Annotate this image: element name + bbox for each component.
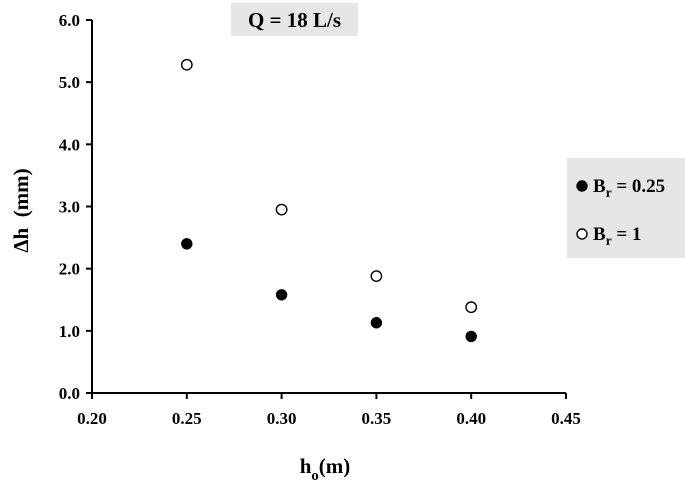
flow-rate-label: Q = 18 L/s [248, 8, 341, 32]
y-tick-label: 2.0 [59, 260, 80, 279]
data-point-br-0-25 [465, 330, 477, 343]
y-tick-label: 3.0 [59, 198, 80, 217]
data-point-br-1 [465, 301, 478, 314]
y-tick-label: 1.0 [59, 322, 80, 341]
data-point-br-0-25 [370, 317, 383, 329]
legend: Br = 0.25 Br = 1 [567, 158, 685, 258]
data-point-br-1 [275, 203, 288, 216]
data-point-br-1 [370, 270, 383, 283]
legend-marker-open [576, 228, 588, 240]
y-tick-label: 6.0 [59, 11, 80, 30]
plot-axes: 0.0 1.0 2.0 3.0 4.0 5.0 6.0 0.20 0.25 0.30 0.35 0.4… [9, 11, 581, 483]
y-tick-label: 4.0 [59, 135, 80, 154]
x-tick-label: 0.35 [362, 409, 392, 428]
data-point-br-0-25 [275, 289, 288, 301]
x-tick-label: 0.20 [77, 409, 107, 428]
y-tick-label: 5.0 [59, 73, 80, 92]
x-tick-label: 0.45 [551, 409, 581, 428]
legend-marker-filled [576, 180, 588, 192]
x-axis-title: ho(m) [300, 454, 351, 483]
y-tick-label: 0.0 [59, 384, 80, 403]
legend-label-br-1: Br = 1 [593, 224, 641, 248]
data-points [180, 58, 478, 343]
x-tick-label: 0.40 [456, 409, 486, 428]
flow-rate-annotation: Q = 18 L/s [231, 3, 358, 36]
data-point-br-0-25 [181, 238, 193, 250]
data-point-br-1 [180, 58, 193, 71]
x-tick-label: 0.30 [267, 409, 297, 428]
x-tick-label: 0.25 [172, 409, 202, 428]
legend-label-br-0-25: Br = 0.25 [593, 176, 665, 200]
y-axis-title: Δh (mm) [9, 168, 33, 252]
